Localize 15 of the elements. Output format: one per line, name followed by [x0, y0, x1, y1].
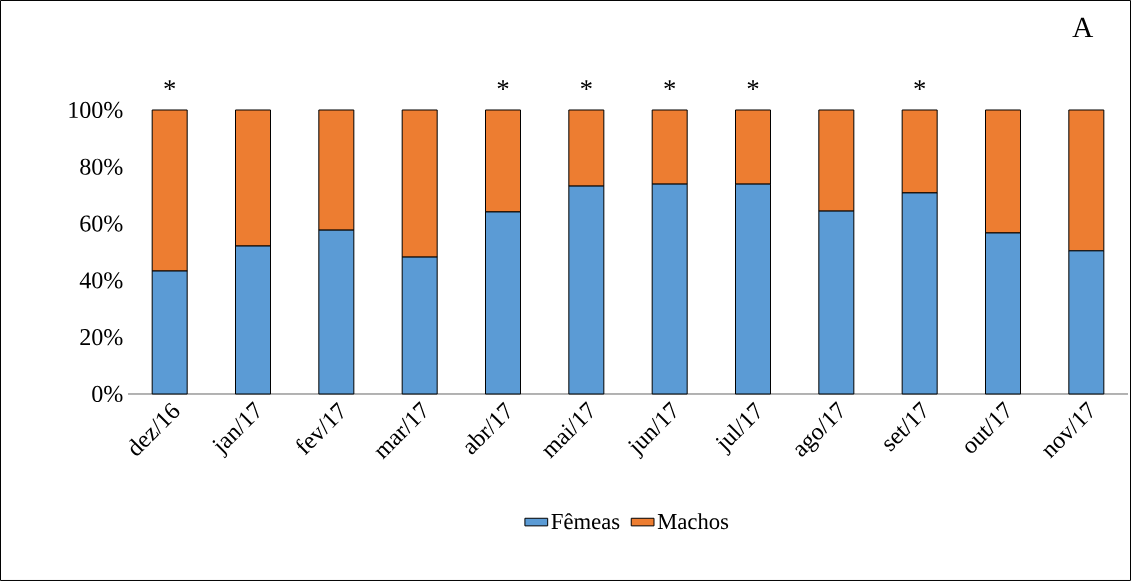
- y-tick-label: 0%: [92, 385, 123, 403]
- annotation: *: [664, 80, 676, 91]
- y-tick-label: 20%: [80, 329, 123, 346]
- annotation: *: [747, 80, 759, 91]
- annotation: *: [497, 80, 509, 91]
- y-tick-label: 60%: [80, 215, 123, 232]
- annotation: *: [164, 80, 176, 91]
- y-tick-label: 40%: [79, 272, 123, 289]
- legend-label: Fêmeas: [551, 513, 620, 530]
- annotation: *: [914, 80, 926, 91]
- text: A: [1072, 17, 1094, 38]
- legend-label: Machos: [657, 513, 729, 530]
- annotation: *: [580, 80, 592, 91]
- y-tick-label: 100%: [69, 101, 123, 119]
- y-tick-label: 80%: [80, 158, 123, 175]
